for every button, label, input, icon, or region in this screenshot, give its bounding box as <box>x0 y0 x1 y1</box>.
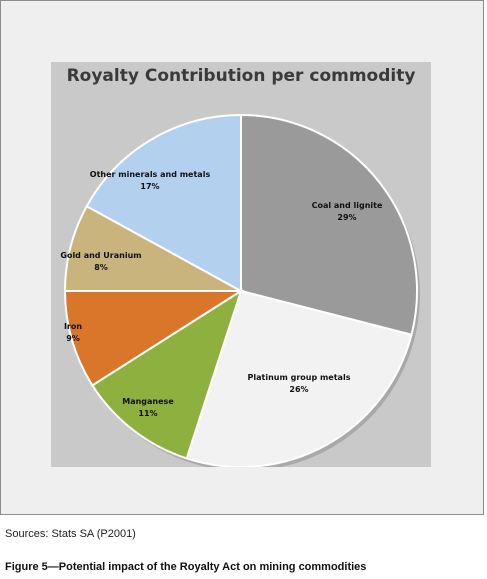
slice-label: Other minerals and metals <box>90 170 211 179</box>
slice-label: Gold and Uranium <box>60 251 141 260</box>
pie-slice-gold-and-uranium <box>63 204 242 292</box>
slice-value-label: 11% <box>138 409 157 418</box>
slice-value-label: 29% <box>337 213 356 222</box>
pie-slice-other-minerals-and-metals <box>85 113 242 293</box>
source-note: Sources: Stats SA (P2001) <box>5 528 136 540</box>
slice-value-label: 9% <box>66 334 80 343</box>
slice-label: Iron <box>64 322 82 331</box>
pie-slice-iron <box>63 290 245 387</box>
pie-slice-coal-and-lignite <box>240 113 418 336</box>
figure-frame: Coal and lignite 29% Platinum group metals… <box>0 0 484 515</box>
chart-title: Royalty Contribution per commodity <box>66 66 416 86</box>
pie-slice-manganese <box>91 288 243 460</box>
slice-value-label: 17% <box>140 182 159 191</box>
chart-panel: Coal and lignite 29% Platinum group metals… <box>51 62 431 467</box>
pie-chart: Coal and lignite 29% Platinum group metals… <box>60 113 420 467</box>
pie-slice-platinum-group-metals <box>185 289 413 467</box>
slice-label: Manganese <box>122 397 174 406</box>
slice-value-label: 8% <box>94 263 108 272</box>
slice-label: Platinum group metals <box>248 373 351 382</box>
slice-value-label: 26% <box>289 385 308 394</box>
slice-label: Coal and lignite <box>312 201 383 210</box>
figure-caption: Figure 5—Potential impact of the Royalty… <box>5 561 367 573</box>
